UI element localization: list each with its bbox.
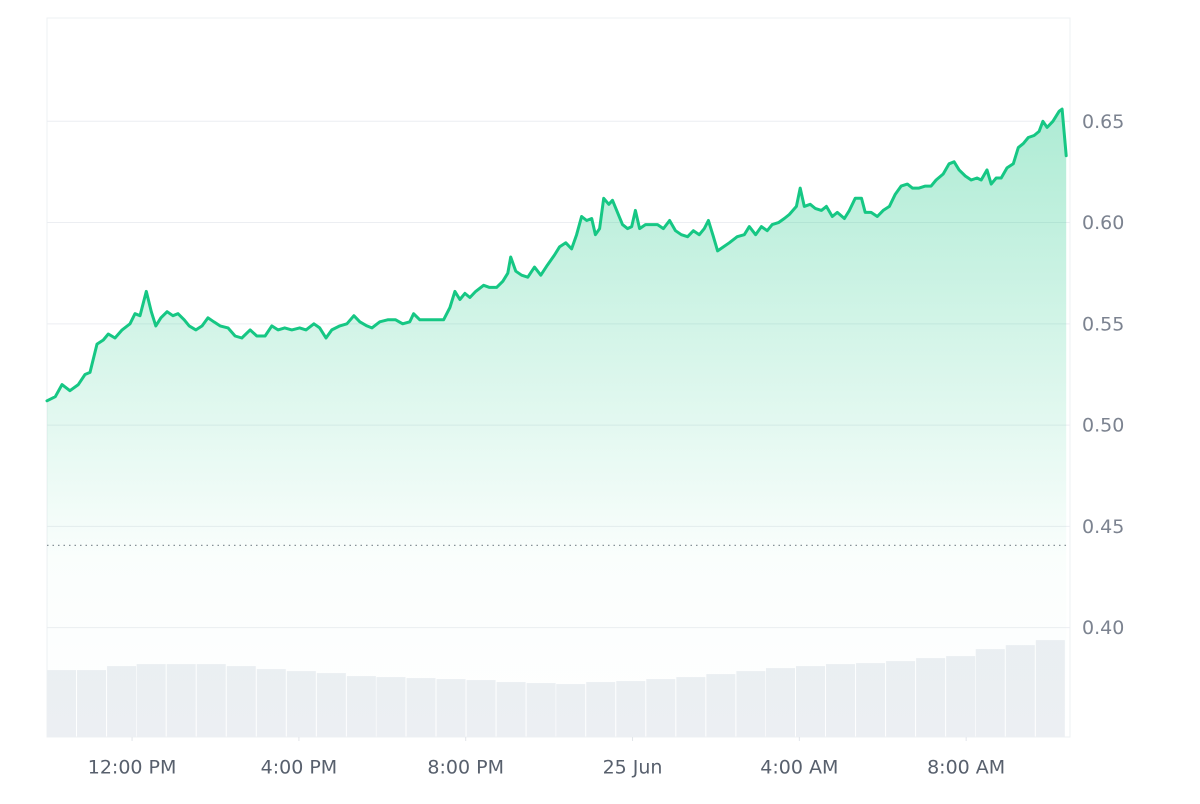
x-tick-label: 4:00 AM: [760, 757, 838, 779]
y-tick-label: 0.55: [1082, 313, 1124, 335]
x-tick-label: 8:00 PM: [427, 757, 504, 779]
y-tick-label: 0.65: [1082, 111, 1124, 133]
price-line: [45, 107, 1068, 403]
y-tick-label: 0.40: [1082, 617, 1124, 639]
price-area: [47, 109, 1067, 738]
x-tick-label: 25 Jun: [603, 757, 663, 779]
x-tick-label: 8:00 AM: [927, 757, 1005, 779]
x-tick-label: 12:00 PM: [88, 757, 177, 779]
y-tick-label: 0.50: [1082, 415, 1124, 437]
x-tick-label: 4:00 PM: [261, 757, 338, 779]
y-tick-label: 0.60: [1082, 212, 1124, 234]
y-tick-label: 0.45: [1082, 516, 1124, 538]
